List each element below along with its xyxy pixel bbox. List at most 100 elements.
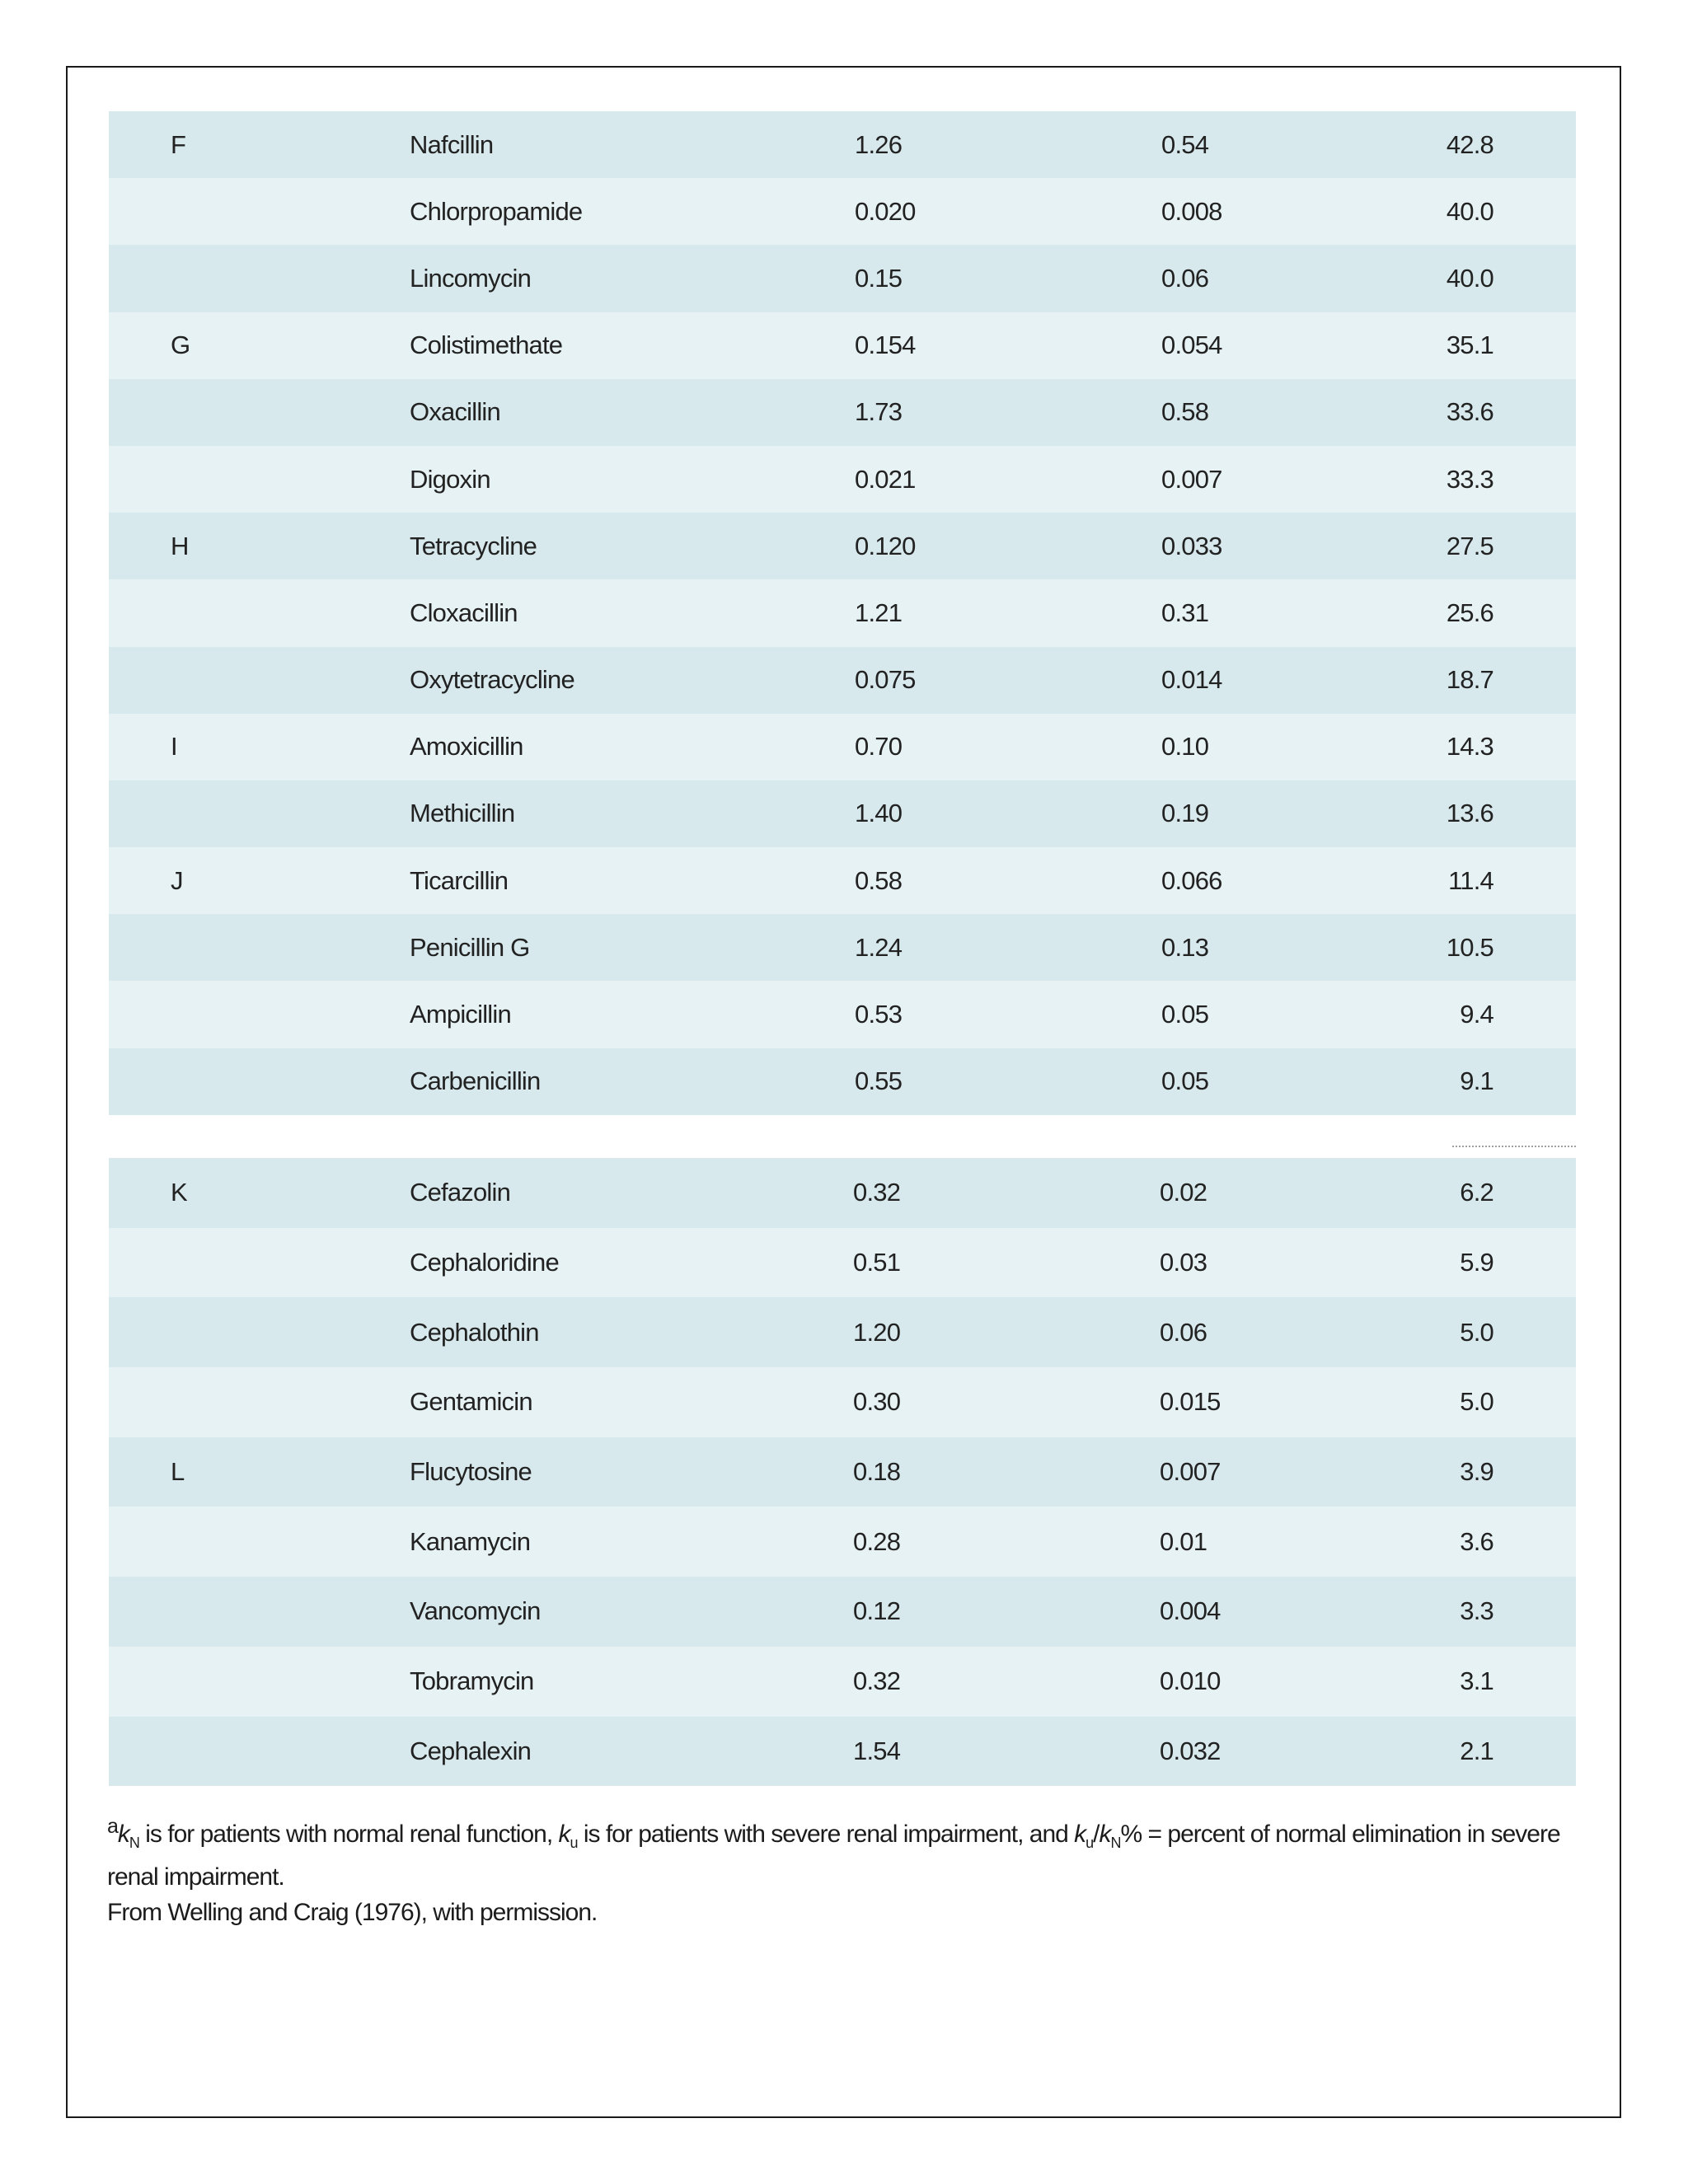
ratio-percent-value: 5.9 <box>1460 1248 1494 1277</box>
table-row: Cephalothin 1.20 0.06 5.0 <box>109 1297 1576 1368</box>
k-uremic-value: 0.007 <box>1161 464 1222 494</box>
table-row: H Tetracycline 0.120 0.033 27.5 <box>109 513 1576 580</box>
footnote-part3: % = percent of normal elimination in sev… <box>107 1821 1561 1891</box>
k-uremic-value: 0.06 <box>1161 263 1209 293</box>
drug-name: Cephalexin <box>410 1736 532 1765</box>
ratio-percent-value: 40.0 <box>1446 196 1494 226</box>
k-normal-value: 1.73 <box>855 397 903 427</box>
ratio-percent-value: 3.1 <box>1460 1666 1494 1696</box>
k-uremic-value: 0.066 <box>1161 865 1222 895</box>
table-row: G Colistimethate 0.154 0.054 35.1 <box>109 312 1576 379</box>
k-normal-value: 0.18 <box>853 1457 901 1487</box>
k-normal-value: 0.53 <box>855 1000 903 1029</box>
ratio-percent-value: 5.0 <box>1460 1387 1494 1417</box>
k-uremic-value: 0.007 <box>1160 1457 1221 1487</box>
footnote-part1: is for patients with normal renal functi… <box>138 1821 559 1848</box>
footnote-sub-u: u <box>570 1835 579 1851</box>
table-break <box>109 1144 1576 1158</box>
drug-name: Lincomycin <box>410 263 532 293</box>
k-uremic-value: 0.014 <box>1161 665 1222 695</box>
k-uremic-value: 0.008 <box>1161 196 1222 226</box>
k-normal-value: 0.075 <box>855 665 916 695</box>
group-label: F <box>171 129 186 159</box>
table-row: F Nafcillin 1.26 0.54 42.8 <box>109 111 1576 179</box>
table-row: Penicillin G 1.24 0.13 10.5 <box>109 914 1576 982</box>
ratio-percent-value: 18.7 <box>1446 665 1494 695</box>
k-normal-value: 0.12 <box>853 1596 901 1626</box>
k-uremic-value: 0.05 <box>1161 1000 1209 1029</box>
table-source-note: From Welling and Craig (1976), with perm… <box>107 1899 598 1926</box>
drug-name: Methicillin <box>410 799 515 828</box>
table-row: Methicillin 1.40 0.19 13.6 <box>109 780 1576 848</box>
table-footnote: ak N is for patients with normal renal fu… <box>107 1815 1561 1891</box>
ratio-percent-value: 33.3 <box>1446 464 1494 494</box>
table-row: I Amoxicillin 0.70 0.10 14.3 <box>109 713 1576 780</box>
ratio-percent-value: 40.0 <box>1446 263 1494 293</box>
ratio-percent-value: 35.1 <box>1446 330 1494 360</box>
k-uremic-value: 0.010 <box>1160 1666 1221 1696</box>
k-uremic-value: 0.054 <box>1161 330 1222 360</box>
group-label: H <box>171 531 189 560</box>
k-normal-value: 0.32 <box>853 1178 901 1207</box>
group-label: K <box>171 1178 188 1207</box>
table-row: Ampicillin 0.53 0.05 9.4 <box>109 981 1576 1048</box>
k-uremic-value: 0.004 <box>1160 1596 1221 1626</box>
k-normal-value: 0.70 <box>855 732 903 762</box>
drug-name: Cephalothin <box>410 1317 539 1347</box>
k-uremic-value: 0.015 <box>1160 1387 1221 1417</box>
table-row: Oxytetracycline 0.075 0.014 18.7 <box>109 646 1576 714</box>
k-uremic-value: 0.033 <box>1161 531 1222 560</box>
k-uremic-value: 0.10 <box>1161 732 1209 762</box>
continued-marker <box>1452 1146 1576 1155</box>
table-row: J Ticarcillin 0.58 0.066 11.4 <box>109 847 1576 915</box>
k-normal-value: 1.20 <box>853 1317 901 1347</box>
table-row: Vancomycin 0.12 0.004 3.3 <box>109 1577 1576 1647</box>
k-uremic-value: 0.032 <box>1160 1736 1221 1765</box>
k-uremic-value: 0.05 <box>1161 1066 1209 1096</box>
drug-name: Oxytetracycline <box>410 665 575 695</box>
k-normal-value: 0.15 <box>855 263 903 293</box>
k-normal-value: 0.020 <box>855 196 916 226</box>
footnote-part2: is for patients with severe renal impair… <box>577 1821 1075 1848</box>
footnote-sub-n: N <box>1110 1835 1122 1851</box>
table-row: Gentamicin 0.30 0.015 5.0 <box>109 1367 1576 1437</box>
drug-elimination-table-part-2: K Cefazolin 0.32 0.02 6.2 Cephaloridine 0.51 0.… <box>109 1158 1576 1787</box>
table-row: L Flucytosine 0.18 0.007 3.9 <box>109 1436 1576 1507</box>
drug-name: Nafcillin <box>410 129 494 159</box>
k-uremic-value: 0.54 <box>1161 129 1209 159</box>
ratio-percent-value: 42.8 <box>1446 129 1494 159</box>
k-uremic-value: 0.13 <box>1161 932 1209 962</box>
ratio-percent-value: 11.4 <box>1448 865 1494 895</box>
footnote-marker: a <box>107 1815 119 1838</box>
drug-name: Ampicillin <box>410 1000 512 1029</box>
k-normal-value: 1.21 <box>855 598 903 627</box>
drug-name: Cloxacillin <box>410 598 518 627</box>
ratio-percent-value: 13.6 <box>1446 799 1494 828</box>
ratio-percent-value: 27.5 <box>1446 531 1494 560</box>
ratio-percent-value: 33.6 <box>1446 397 1494 427</box>
drug-name: Digoxin <box>410 464 491 494</box>
k-normal-value: 0.021 <box>855 464 916 494</box>
ratio-percent-value: 2.1 <box>1460 1736 1494 1765</box>
k-normal-value: 0.58 <box>855 865 903 895</box>
table-row: K Cefazolin 0.32 0.02 6.2 <box>109 1158 1576 1228</box>
k-normal-value: 0.32 <box>853 1666 901 1696</box>
k-uremic-value: 0.58 <box>1161 397 1209 427</box>
ratio-percent-value: 25.6 <box>1446 598 1494 627</box>
k-uremic-value: 0.01 <box>1160 1526 1207 1556</box>
drug-name: Amoxicillin <box>410 732 523 762</box>
table-row: Cloxacillin 1.21 0.31 25.6 <box>109 579 1576 647</box>
ratio-percent-value: 9.4 <box>1460 1000 1494 1029</box>
group-label: G <box>171 330 190 360</box>
table-row: Cephaloridine 0.51 0.03 5.9 <box>109 1227 1576 1298</box>
table-row: Cephalexin 1.54 0.032 2.1 <box>109 1716 1576 1787</box>
table-row: Carbenicillin 0.55 0.05 9.1 <box>109 1047 1576 1115</box>
drug-name: Cefazolin <box>410 1178 511 1207</box>
footnote-sub-u: u <box>1085 1835 1094 1851</box>
ratio-percent-value: 10.5 <box>1446 932 1494 962</box>
group-label: L <box>171 1457 185 1487</box>
ratio-percent-value: 14.3 <box>1446 732 1494 762</box>
table-row: Tobramycin 0.32 0.010 3.1 <box>109 1646 1576 1717</box>
group-label: J <box>171 865 183 895</box>
footnote-k-symbol: k <box>117 1821 130 1848</box>
